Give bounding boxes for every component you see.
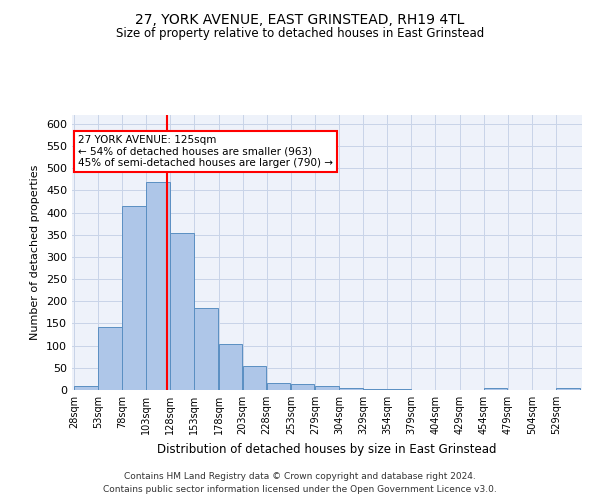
- Bar: [242, 366, 266, 390]
- Bar: [484, 388, 507, 390]
- Bar: [315, 386, 338, 390]
- Text: 27, YORK AVENUE, EAST GRINSTEAD, RH19 4TL: 27, YORK AVENUE, EAST GRINSTEAD, RH19 4T…: [136, 12, 464, 26]
- Text: Size of property relative to detached houses in East Grinstead: Size of property relative to detached ho…: [116, 28, 484, 40]
- Bar: [146, 182, 170, 390]
- Bar: [267, 384, 290, 390]
- Bar: [194, 308, 218, 390]
- Bar: [387, 389, 411, 390]
- Bar: [170, 232, 194, 390]
- Bar: [98, 326, 122, 390]
- Bar: [339, 388, 362, 390]
- Bar: [291, 384, 314, 390]
- Bar: [74, 386, 98, 390]
- Bar: [363, 389, 387, 390]
- Text: Contains HM Land Registry data © Crown copyright and database right 2024.: Contains HM Land Registry data © Crown c…: [124, 472, 476, 481]
- Y-axis label: Number of detached properties: Number of detached properties: [31, 165, 40, 340]
- Bar: [556, 388, 580, 390]
- Bar: [218, 344, 242, 390]
- Text: 27 YORK AVENUE: 125sqm
← 54% of detached houses are smaller (963)
45% of semi-de: 27 YORK AVENUE: 125sqm ← 54% of detached…: [78, 135, 333, 168]
- Text: Contains public sector information licensed under the Open Government Licence v3: Contains public sector information licen…: [103, 485, 497, 494]
- Bar: [122, 206, 146, 390]
- X-axis label: Distribution of detached houses by size in East Grinstead: Distribution of detached houses by size …: [157, 442, 497, 456]
